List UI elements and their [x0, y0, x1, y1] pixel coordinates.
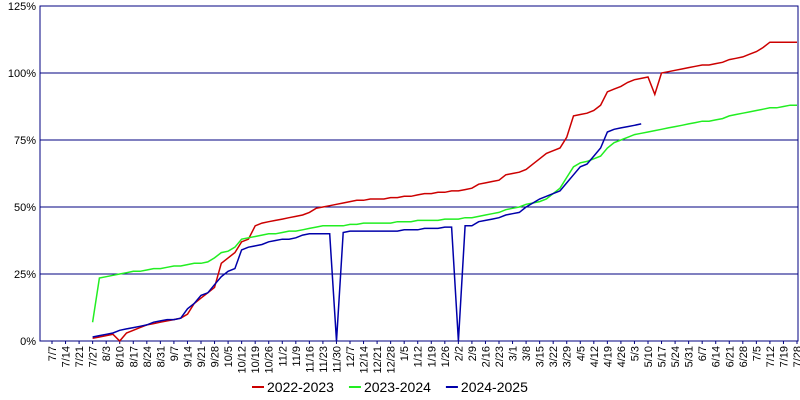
y-tick-label: 50%: [14, 202, 36, 214]
x-tick-label: 7/28: [792, 346, 800, 367]
x-tick-label: 9/14: [182, 346, 194, 367]
x-tick-label: 5/24: [670, 346, 682, 367]
x-tick-label: 7/7: [47, 346, 59, 361]
x-tick-label: 12/7: [345, 346, 357, 367]
x-tick-label: 1/19: [426, 346, 438, 367]
x-tick-label: 3/15: [535, 346, 547, 367]
y-tick-label: 25%: [14, 269, 36, 281]
x-tick-label: 8/24: [142, 346, 154, 367]
x-tick-label: 7/14: [61, 346, 73, 367]
x-tick-label: 5/31: [684, 346, 696, 367]
x-tick-label: 10/5: [223, 346, 235, 367]
x-tick-label: 7/21: [74, 346, 86, 367]
y-tick-label: 75%: [14, 135, 36, 147]
x-tick-label: 11/30: [331, 346, 343, 373]
x-tick-label: 9/28: [210, 346, 222, 367]
x-tick-label: 8/17: [128, 346, 140, 367]
x-tick-label: 1/26: [440, 346, 452, 367]
y-tick-label: 0%: [20, 336, 36, 348]
x-tick-label: 6/14: [711, 346, 723, 367]
x-tick-label: 4/19: [602, 346, 614, 367]
x-tick-label: 8/3: [101, 346, 113, 361]
x-tick-label: 2/23: [494, 346, 506, 367]
x-tick-label: 4/26: [616, 346, 628, 367]
legend-label: 2022-2023: [267, 379, 334, 395]
y-tick-label: 125%: [8, 1, 36, 13]
x-tick-label: 6/28: [738, 346, 750, 367]
x-tick-label: 3/8: [521, 346, 533, 361]
legend-label: 2024-2025: [461, 379, 528, 395]
x-tick-label: 4/12: [589, 346, 601, 367]
x-tick-label: 2/9: [467, 346, 479, 361]
x-tick-label: 4/5: [575, 346, 587, 361]
x-tick-label: 12/28: [386, 346, 398, 374]
x-tick-label: 3/29: [562, 346, 574, 367]
x-tick-label: 11/23: [318, 346, 330, 373]
x-tick-label: 8/10: [115, 346, 127, 367]
x-tick-label: 12/14: [359, 346, 371, 374]
x-tick-label: 9/21: [196, 346, 208, 367]
data-line: [92, 41, 797, 343]
x-tick-label: 7/12: [765, 346, 777, 367]
x-tick-label: 10/26: [264, 346, 276, 374]
x-tick-label: 11/16: [304, 346, 316, 373]
x-tick-label: 5/10: [643, 346, 655, 367]
x-tick-label: 5/3: [629, 346, 641, 361]
x-tick-label: 6/7: [697, 346, 709, 361]
x-tick-label: 7/27: [88, 346, 100, 367]
x-tick-label: 11/9: [291, 346, 303, 367]
legend-label: 2023-2024: [364, 379, 431, 395]
x-tick-label: 6/21: [724, 346, 736, 367]
x-tick-label: 7/19: [778, 346, 790, 367]
x-tick-label: 9/7: [169, 346, 181, 361]
x-tick-label: 2/2: [453, 346, 465, 361]
data-line: [91, 104, 797, 323]
data-line: [92, 123, 642, 342]
x-tick-label: 3/22: [548, 346, 560, 367]
x-tick-label: 8/31: [155, 346, 167, 367]
x-tick-label: 1/12: [413, 346, 425, 367]
x-tick-label: 10/19: [250, 346, 262, 374]
x-tick-label: 7/5: [751, 346, 763, 361]
plot-border: [39, 5, 799, 342]
x-tick-label: 11/2: [277, 346, 289, 367]
y-tick-label: 100%: [8, 68, 36, 80]
x-tick-label: 3/1: [508, 346, 520, 361]
x-tick-label: 10/12: [237, 346, 249, 374]
x-tick-label: 5/17: [657, 346, 669, 367]
x-tick-label: 2/16: [480, 346, 492, 367]
x-tick-label: 1/5: [399, 346, 411, 361]
x-tick-label: 12/21: [372, 346, 384, 374]
